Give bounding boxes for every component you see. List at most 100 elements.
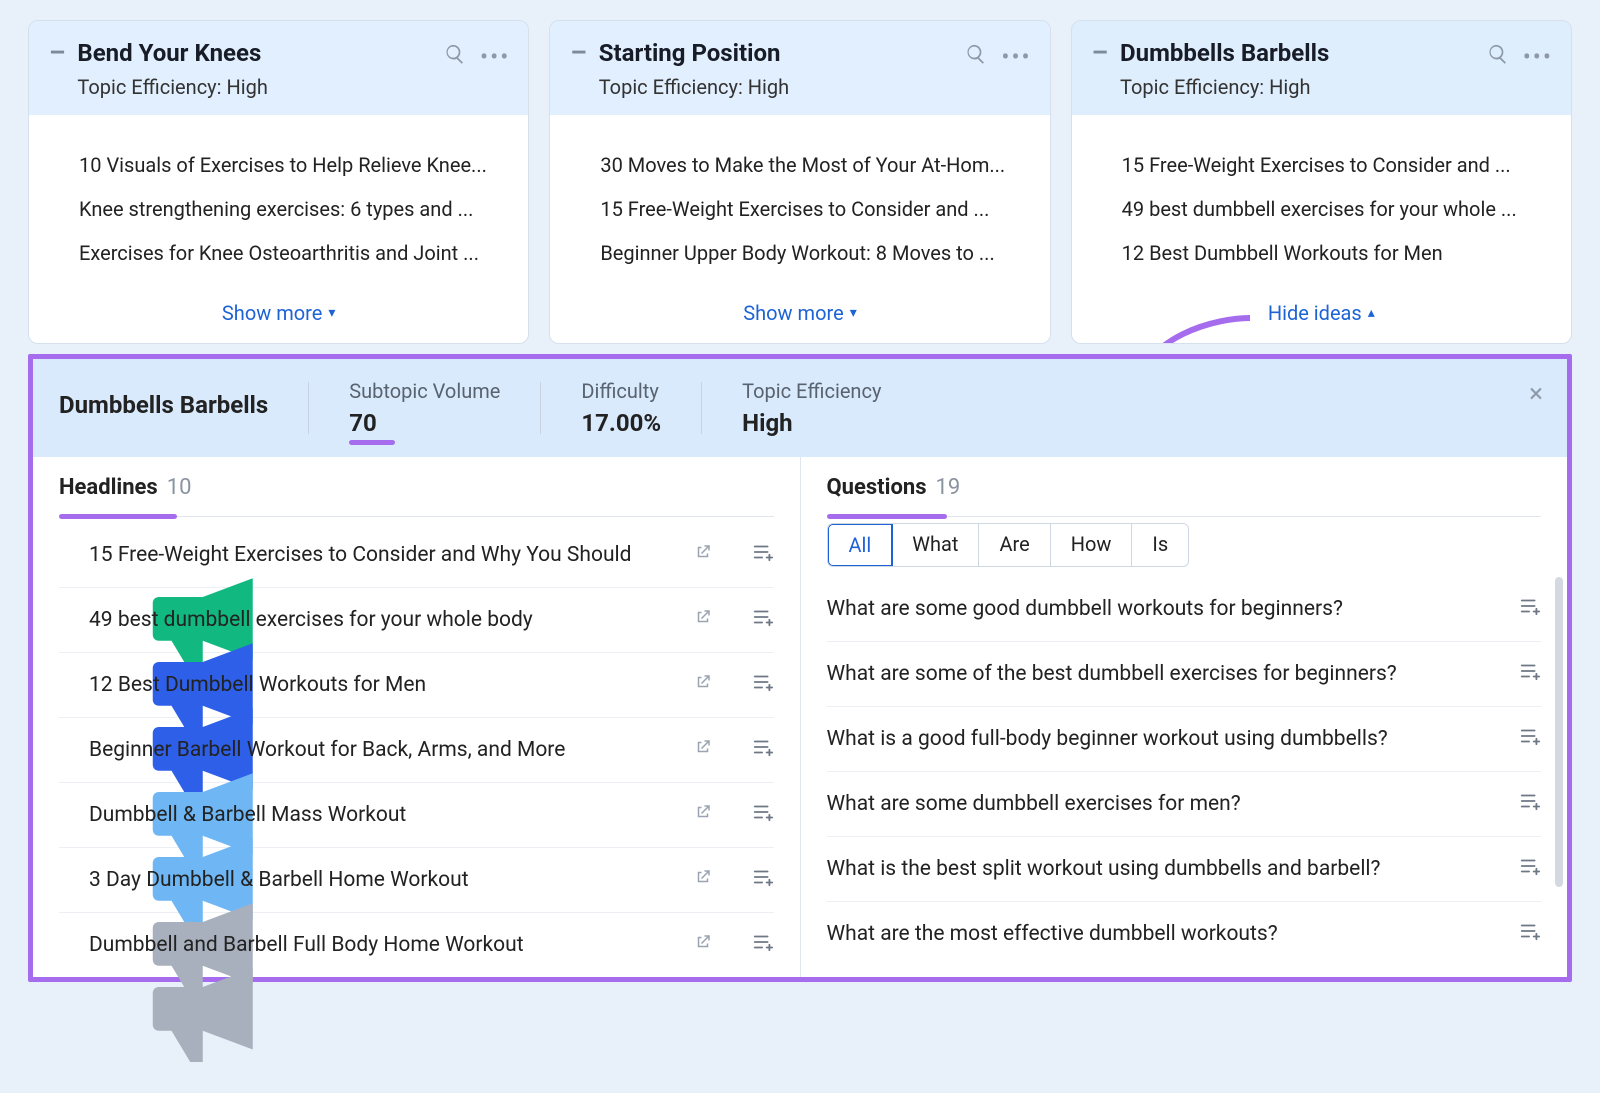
metric-difficulty: Difficulty 17.00% (581, 379, 661, 437)
question-row[interactable]: What are the most effective dumbbell wor… (827, 902, 1542, 966)
idea-item[interactable]: 15 Free-Weight Exercises to Consider and… (570, 187, 1029, 231)
megaphone-icon (59, 547, 79, 567)
megaphone-icon (49, 200, 69, 220)
more-icon[interactable]: ••• (480, 52, 510, 62)
card-subtitle: Topic Efficiency: High (599, 75, 1030, 99)
idea-item[interactable]: 49 best dumbbell exercises for your whol… (1092, 187, 1551, 231)
questions-label: Questions (827, 475, 927, 500)
card-header: – Dumbbells Barbells Topic Efficiency: H… (1072, 21, 1571, 115)
megaphone-icon (59, 612, 79, 632)
filter-pill-are[interactable]: Are (979, 524, 1050, 566)
questions-count: 19 (935, 475, 960, 500)
add-to-list-icon[interactable] (1519, 790, 1541, 818)
chevron-up-icon: ▴ (1368, 305, 1375, 321)
filter-pill-is[interactable]: Is (1132, 524, 1188, 566)
idea-item[interactable]: 30 Moves to Make the Most of Your At-Hom… (570, 143, 1029, 187)
megaphone-icon (570, 200, 590, 220)
detail-title: Dumbbells Barbells (59, 391, 268, 419)
question-row[interactable]: What are some of the best dumbbell exerc… (827, 642, 1542, 707)
chevron-down-icon: ▾ (850, 305, 857, 321)
scrollbar-thumb[interactable] (1555, 577, 1563, 887)
add-to-list-icon[interactable] (752, 671, 774, 699)
card-body: 10 Visuals of Exercises to Help Relieve … (29, 115, 528, 285)
idea-item[interactable]: Exercises for Knee Osteoarthritis and Jo… (49, 231, 508, 275)
topic-card[interactable]: – Bend Your Knees Topic Efficiency: High… (28, 20, 529, 344)
external-link-icon[interactable] (694, 933, 712, 957)
questions-section: Questions 19 All What Are How Is What ar… (801, 457, 1568, 977)
megaphone-icon (570, 156, 590, 176)
headlines-section: Headlines 10 15 Free-Weight Exercises to… (33, 457, 801, 977)
search-icon[interactable] (965, 43, 987, 70)
add-to-list-icon[interactable] (1519, 725, 1541, 753)
collapse-icon[interactable]: – (1092, 45, 1108, 61)
idea-item[interactable]: 12 Best Dumbbell Workouts for Men (1092, 231, 1551, 275)
idea-item[interactable]: Beginner Upper Body Workout: 8 Moves to … (570, 231, 1029, 275)
add-to-list-icon[interactable] (1519, 595, 1541, 623)
add-to-list-icon[interactable] (1519, 920, 1541, 948)
filter-pill-how[interactable]: How (1051, 524, 1133, 566)
megaphone-icon (570, 244, 590, 264)
more-icon[interactable]: ••• (1523, 52, 1553, 62)
megaphone-icon (49, 156, 69, 176)
add-to-list-icon[interactable] (752, 541, 774, 569)
external-link-icon[interactable] (694, 868, 712, 892)
search-icon[interactable] (444, 43, 466, 70)
add-to-list-icon[interactable] (752, 866, 774, 894)
question-row[interactable]: What are some dumbbell exercises for men… (827, 772, 1542, 837)
megaphone-icon (59, 872, 79, 892)
more-icon[interactable]: ••• (1001, 52, 1031, 62)
headlines-count: 10 (167, 475, 192, 500)
megaphone-icon (59, 937, 79, 957)
card-body: 30 Moves to Make the Most of Your At-Hom… (550, 115, 1049, 285)
card-body: 15 Free-Weight Exercises to Consider and… (1072, 115, 1571, 285)
topic-cards-row: – Bend Your Knees Topic Efficiency: High… (28, 20, 1572, 344)
topic-card[interactable]: – Starting Position Topic Efficiency: Hi… (549, 20, 1050, 344)
card-header: – Starting Position Topic Efficiency: Hi… (550, 21, 1049, 115)
external-link-icon[interactable] (694, 608, 712, 632)
megaphone-icon (1092, 200, 1112, 220)
collapse-icon[interactable]: – (49, 45, 65, 61)
external-link-icon[interactable] (694, 738, 712, 762)
external-link-icon[interactable] (694, 543, 712, 567)
metric-efficiency: Topic Efficiency High (742, 379, 881, 437)
detail-header: Dumbbells Barbells Subtopic Volume 70 Di… (33, 359, 1567, 457)
show-more-link[interactable]: Show more▾ (743, 301, 856, 325)
add-to-list-icon[interactable] (752, 606, 774, 634)
detail-body: Headlines 10 15 Free-Weight Exercises to… (33, 457, 1567, 977)
question-row[interactable]: What is a good full-body beginner workou… (827, 707, 1542, 772)
add-to-list-icon[interactable] (752, 736, 774, 764)
filter-pill-all[interactable]: All (827, 523, 894, 567)
filter-pill-what[interactable]: What (892, 524, 979, 566)
search-icon[interactable] (1487, 43, 1509, 70)
idea-item[interactable]: Knee strengthening exercises: 6 types an… (49, 187, 508, 231)
external-link-icon[interactable] (694, 803, 712, 827)
topic-card-selected[interactable]: – Dumbbells Barbells Topic Efficiency: H… (1071, 20, 1572, 344)
add-to-list-icon[interactable] (752, 931, 774, 959)
megaphone-icon (1092, 156, 1112, 176)
add-to-list-icon[interactable] (1519, 855, 1541, 883)
close-icon[interactable]: × (1529, 379, 1543, 409)
collapse-icon[interactable]: – (570, 45, 586, 61)
headlines-label: Headlines (59, 475, 158, 500)
show-more-link[interactable]: Show more▾ (222, 301, 335, 325)
question-row[interactable]: What are some good dumbbell workouts for… (827, 577, 1542, 642)
megaphone-icon (59, 677, 79, 697)
megaphone-icon (59, 742, 79, 762)
megaphone-icon (59, 807, 79, 827)
card-subtitle: Topic Efficiency: High (77, 75, 508, 99)
idea-item[interactable]: 10 Visuals of Exercises to Help Relieve … (49, 143, 508, 187)
headline-row[interactable]: 15 Free-Weight Exercises to Consider and… (59, 523, 774, 588)
external-link-icon[interactable] (694, 673, 712, 697)
card-header: – Bend Your Knees Topic Efficiency: High… (29, 21, 528, 115)
card-subtitle: Topic Efficiency: High (1120, 75, 1551, 99)
question-row[interactable]: What is the best split workout using dum… (827, 837, 1542, 902)
add-to-list-icon[interactable] (752, 801, 774, 829)
hide-ideas-link[interactable]: Hide ideas▴ (1268, 301, 1375, 325)
metric-subtopic-volume: Subtopic Volume 70 (349, 379, 500, 437)
topic-detail-panel: Dumbbells Barbells Subtopic Volume 70 Di… (28, 354, 1572, 982)
idea-item[interactable]: 15 Free-Weight Exercises to Consider and… (1092, 143, 1551, 187)
megaphone-icon (1092, 244, 1112, 264)
add-to-list-icon[interactable] (1519, 660, 1541, 688)
chevron-down-icon: ▾ (328, 305, 335, 321)
question-filter-tabs: All What Are How Is (827, 523, 1190, 567)
